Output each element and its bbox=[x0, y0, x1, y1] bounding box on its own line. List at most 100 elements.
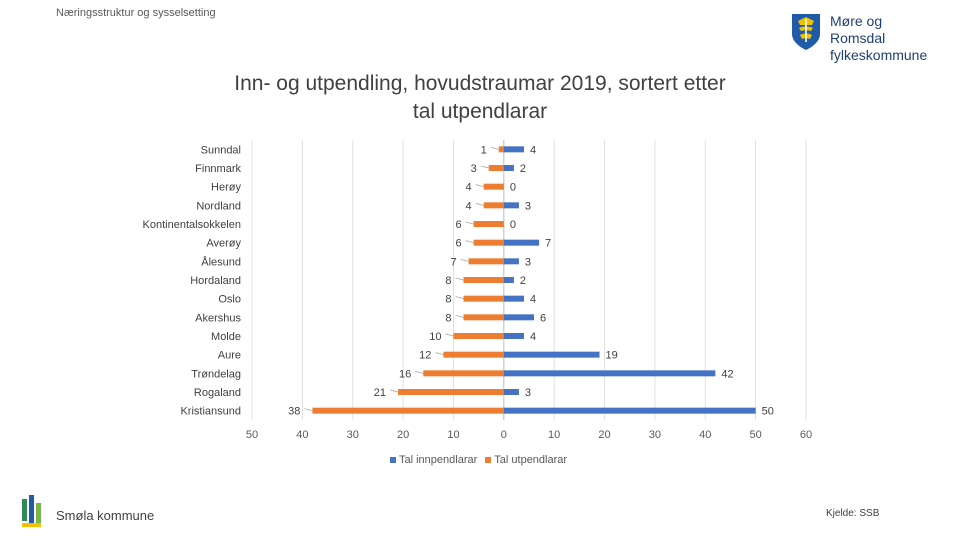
x-tick-label: 30 bbox=[347, 429, 359, 441]
data-label-leader bbox=[490, 146, 499, 150]
category-label: Sunndal bbox=[201, 144, 241, 156]
smola-logo-icon bbox=[22, 495, 41, 527]
bar-utpendlarar bbox=[423, 370, 504, 377]
bar-innpendlarar bbox=[503, 351, 600, 358]
x-tick-label: 20 bbox=[397, 429, 409, 441]
category-label: Ålesund bbox=[201, 255, 241, 268]
chart-title: Inn- og utpendling, hovudstraumar 2019, … bbox=[180, 70, 780, 126]
data-label-leader bbox=[475, 202, 484, 206]
bar-innpendlarar bbox=[503, 258, 519, 265]
x-tick-label: 60 bbox=[800, 429, 812, 441]
bar-innpendlarar bbox=[503, 370, 716, 377]
category-label: Aure bbox=[218, 350, 241, 362]
category-label: Akershus bbox=[195, 312, 241, 324]
data-label-innpendlarar: 3 bbox=[525, 387, 531, 399]
bar-utpendlarar bbox=[483, 183, 504, 190]
data-label-utpendlarar: 38 bbox=[288, 406, 300, 418]
data-label-leader bbox=[455, 314, 464, 318]
x-tick-label: 10 bbox=[548, 429, 560, 441]
data-label-utpendlarar: 4 bbox=[466, 200, 472, 212]
legend-label-inn: Tal innpendlarar bbox=[399, 454, 478, 466]
data-label-leader bbox=[455, 277, 464, 281]
x-tick-label: 50 bbox=[750, 429, 762, 441]
data-label-utpendlarar: 8 bbox=[445, 312, 451, 324]
x-tick-label: 30 bbox=[649, 429, 661, 441]
legend-item-innpendlarar: Tal innpendlarar bbox=[390, 454, 477, 466]
legend-item-utpendlarar: Tal utpendlarar bbox=[485, 454, 567, 466]
source-note: Kjelde: SSB bbox=[826, 508, 880, 519]
chart-title-line-2: tal utpendlarar bbox=[412, 100, 548, 123]
data-label-utpendlarar: 8 bbox=[445, 275, 451, 287]
bar-innpendlarar bbox=[503, 239, 540, 246]
bar-utpendlarar bbox=[453, 333, 504, 339]
bar-innpendlarar bbox=[503, 277, 514, 283]
data-label-leader bbox=[435, 352, 444, 356]
legend-label-ut: Tal utpendlarar bbox=[494, 454, 568, 466]
data-label-leader bbox=[389, 389, 399, 393]
x-tick-label: 40 bbox=[296, 429, 308, 441]
data-label-innpendlarar: 4 bbox=[530, 144, 536, 156]
category-label: Finnmark bbox=[195, 163, 241, 175]
bar-utpendlarar bbox=[473, 221, 504, 227]
category-label: Hordaland bbox=[190, 275, 241, 287]
category-label: Trøndelag bbox=[191, 368, 241, 380]
x-tick-label: 10 bbox=[447, 429, 459, 441]
category-label: Nordland bbox=[196, 200, 241, 212]
category-label: Herøy bbox=[211, 182, 241, 194]
municipality-logo: Smøla kommune bbox=[20, 495, 180, 531]
data-label-innpendlarar: 19 bbox=[606, 350, 618, 362]
category-label: Oslo bbox=[218, 294, 241, 306]
data-label-innpendlarar: 6 bbox=[540, 312, 546, 324]
logo-line-2: fylkeskommune bbox=[830, 47, 928, 63]
data-label-leader bbox=[455, 296, 464, 300]
data-label-utpendlarar: 1 bbox=[481, 144, 487, 156]
category-label: Molde bbox=[211, 331, 241, 343]
data-label-innpendlarar: 4 bbox=[530, 331, 536, 343]
data-label-utpendlarar: 6 bbox=[455, 219, 461, 231]
data-label-utpendlarar: 7 bbox=[450, 256, 456, 268]
data-label-leader bbox=[445, 333, 454, 337]
bar-utpendlarar bbox=[312, 407, 504, 414]
data-label-innpendlarar: 50 bbox=[762, 406, 774, 418]
data-label-innpendlarar: 2 bbox=[520, 275, 526, 287]
data-label-utpendlarar: 8 bbox=[445, 294, 451, 306]
category-label: Averøy bbox=[206, 238, 241, 250]
bar-utpendlarar bbox=[488, 165, 504, 171]
data-label-innpendlarar: 7 bbox=[545, 238, 551, 250]
bar-utpendlarar bbox=[463, 277, 504, 283]
bar-utpendlarar bbox=[463, 295, 504, 302]
coat-of-arms-icon bbox=[792, 14, 820, 50]
x-tick-label: 0 bbox=[501, 429, 507, 441]
bar-utpendlarar bbox=[483, 202, 504, 209]
data-label-innpendlarar: 0 bbox=[510, 182, 516, 194]
category-label: Rogaland bbox=[194, 387, 241, 399]
bar-innpendlarar bbox=[503, 202, 519, 209]
bar-utpendlarar bbox=[398, 389, 504, 395]
bar-innpendlarar bbox=[503, 165, 514, 171]
legend-swatch-ut bbox=[485, 457, 492, 463]
data-label-innpendlarar: 42 bbox=[721, 368, 733, 380]
chart-legend: Tal innpendlarar Tal utpendlarar bbox=[390, 454, 567, 466]
category-label: Kontinentalsokkelen bbox=[143, 219, 241, 231]
bar-innpendlarar bbox=[503, 295, 524, 302]
bar-innpendlarar bbox=[503, 146, 524, 153]
municipality-name: Smøla kommune bbox=[56, 508, 155, 523]
data-label-innpendlarar: 3 bbox=[525, 256, 531, 268]
x-tick-label: 50 bbox=[246, 429, 258, 441]
bar-utpendlarar bbox=[468, 258, 504, 265]
bar-innpendlarar bbox=[503, 333, 524, 339]
data-label-utpendlarar: 16 bbox=[399, 368, 411, 380]
bar-utpendlarar bbox=[498, 146, 504, 153]
bar-utpendlarar bbox=[443, 351, 504, 358]
x-tick-label: 20 bbox=[598, 429, 610, 441]
data-label-leader bbox=[415, 370, 424, 374]
data-label-utpendlarar: 3 bbox=[471, 163, 477, 175]
data-label-utpendlarar: 21 bbox=[374, 387, 386, 399]
data-label-leader bbox=[475, 184, 484, 188]
data-label-utpendlarar: 10 bbox=[429, 331, 441, 343]
legend-swatch-inn bbox=[390, 457, 396, 463]
bar-innpendlarar bbox=[503, 389, 519, 395]
data-label-utpendlarar: 12 bbox=[419, 350, 431, 362]
category-label: Kristiansund bbox=[180, 406, 241, 418]
